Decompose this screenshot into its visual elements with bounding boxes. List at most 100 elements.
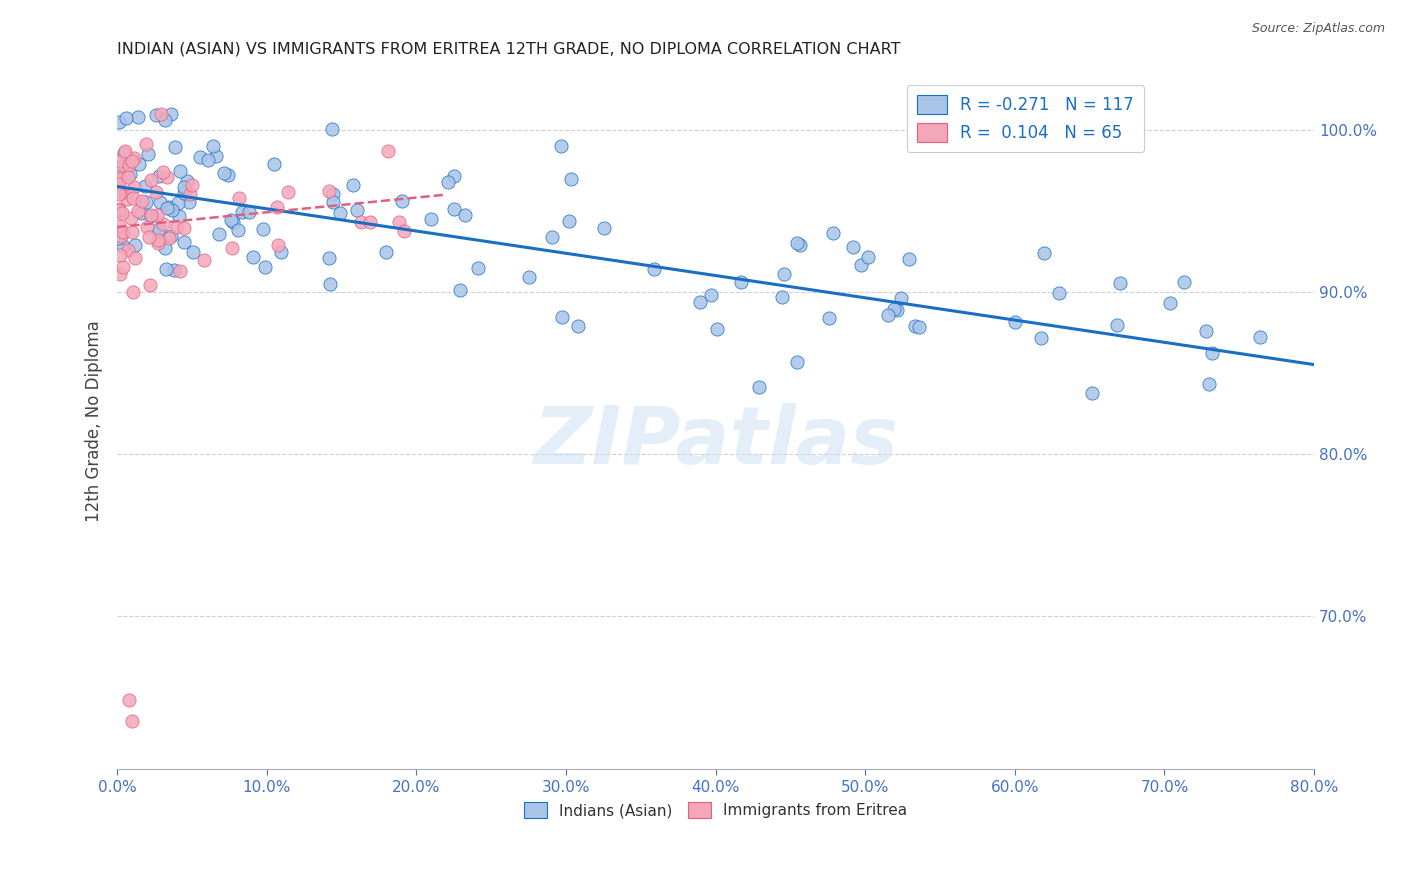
Point	[139, 208, 162, 222]
Text: ZIPatlas: ZIPatlas	[533, 403, 898, 481]
Point	[454, 208, 477, 222]
Point	[908, 320, 931, 334]
Y-axis label: 12th Grade, No Diploma: 12th Grade, No Diploma	[86, 320, 103, 522]
Point	[359, 214, 381, 228]
Point	[388, 215, 411, 229]
Point	[252, 222, 274, 236]
Point	[270, 244, 292, 259]
Point	[155, 262, 177, 277]
Point	[205, 149, 228, 163]
Point	[263, 157, 285, 171]
Point	[107, 170, 129, 185]
Point	[138, 229, 160, 244]
Point	[467, 261, 489, 276]
Point	[377, 144, 399, 158]
Point	[321, 122, 343, 136]
Point	[319, 277, 342, 291]
Point	[129, 205, 152, 219]
Point	[122, 180, 145, 194]
Point	[121, 153, 143, 168]
Point	[108, 154, 131, 169]
Point	[1173, 275, 1195, 289]
Point	[558, 214, 581, 228]
Legend: Indians (Asian), Immigrants from Eritrea: Indians (Asian), Immigrants from Eritrea	[517, 796, 914, 824]
Point	[127, 110, 149, 124]
Point	[1033, 245, 1056, 260]
Point	[593, 221, 616, 235]
Point	[112, 239, 135, 253]
Point	[166, 219, 188, 234]
Point	[217, 168, 239, 182]
Point	[135, 220, 157, 235]
Point	[883, 301, 905, 316]
Point	[823, 227, 845, 241]
Point	[904, 319, 927, 334]
Point	[131, 194, 153, 208]
Point	[541, 230, 564, 244]
Point	[443, 202, 465, 217]
Point	[127, 204, 149, 219]
Point	[700, 287, 723, 301]
Point	[146, 233, 169, 247]
Point	[242, 250, 264, 264]
Point	[375, 244, 398, 259]
Point	[342, 178, 364, 192]
Point	[108, 204, 131, 219]
Point	[212, 166, 235, 180]
Point	[886, 302, 908, 317]
Point	[162, 202, 184, 217]
Point	[1047, 285, 1070, 300]
Point	[437, 175, 460, 189]
Point	[1031, 331, 1053, 345]
Point	[169, 264, 191, 278]
Point	[148, 222, 170, 236]
Point	[117, 243, 139, 257]
Text: INDIAN (ASIAN) VS IMMIGRANTS FROM ERITREA 12TH GRADE, NO DIPLOMA CORRELATION CHA: INDIAN (ASIAN) VS IMMIGRANTS FROM ERITRE…	[117, 42, 901, 57]
Point	[177, 195, 200, 210]
Point	[117, 170, 139, 185]
Point	[150, 106, 173, 120]
Point	[107, 202, 129, 216]
Point	[112, 160, 135, 174]
Point	[118, 692, 141, 706]
Point	[560, 172, 582, 186]
Point	[156, 201, 179, 215]
Point	[146, 208, 169, 222]
Point	[112, 145, 135, 160]
Point	[110, 186, 132, 200]
Point	[145, 185, 167, 199]
Point	[322, 187, 344, 202]
Point	[773, 267, 796, 281]
Point	[139, 173, 162, 187]
Point	[689, 294, 711, 309]
Point	[169, 209, 191, 223]
Point	[112, 260, 135, 274]
Point	[770, 289, 793, 303]
Point	[550, 138, 572, 153]
Point	[108, 171, 131, 186]
Point	[135, 195, 157, 210]
Point	[124, 251, 146, 265]
Point	[1105, 318, 1128, 332]
Point	[107, 182, 129, 196]
Point	[115, 193, 138, 207]
Point	[135, 137, 157, 152]
Point	[392, 224, 415, 238]
Point	[115, 111, 138, 125]
Point	[318, 184, 340, 198]
Point	[110, 229, 132, 244]
Point	[156, 170, 179, 185]
Point	[786, 236, 808, 251]
Point	[208, 227, 231, 241]
Point	[567, 318, 589, 333]
Point	[1195, 324, 1218, 338]
Point	[173, 235, 195, 249]
Point	[148, 169, 170, 183]
Point	[152, 217, 174, 231]
Point	[107, 177, 129, 191]
Point	[118, 167, 141, 181]
Point	[111, 225, 134, 239]
Point	[160, 106, 183, 120]
Point	[122, 285, 145, 300]
Point	[231, 204, 253, 219]
